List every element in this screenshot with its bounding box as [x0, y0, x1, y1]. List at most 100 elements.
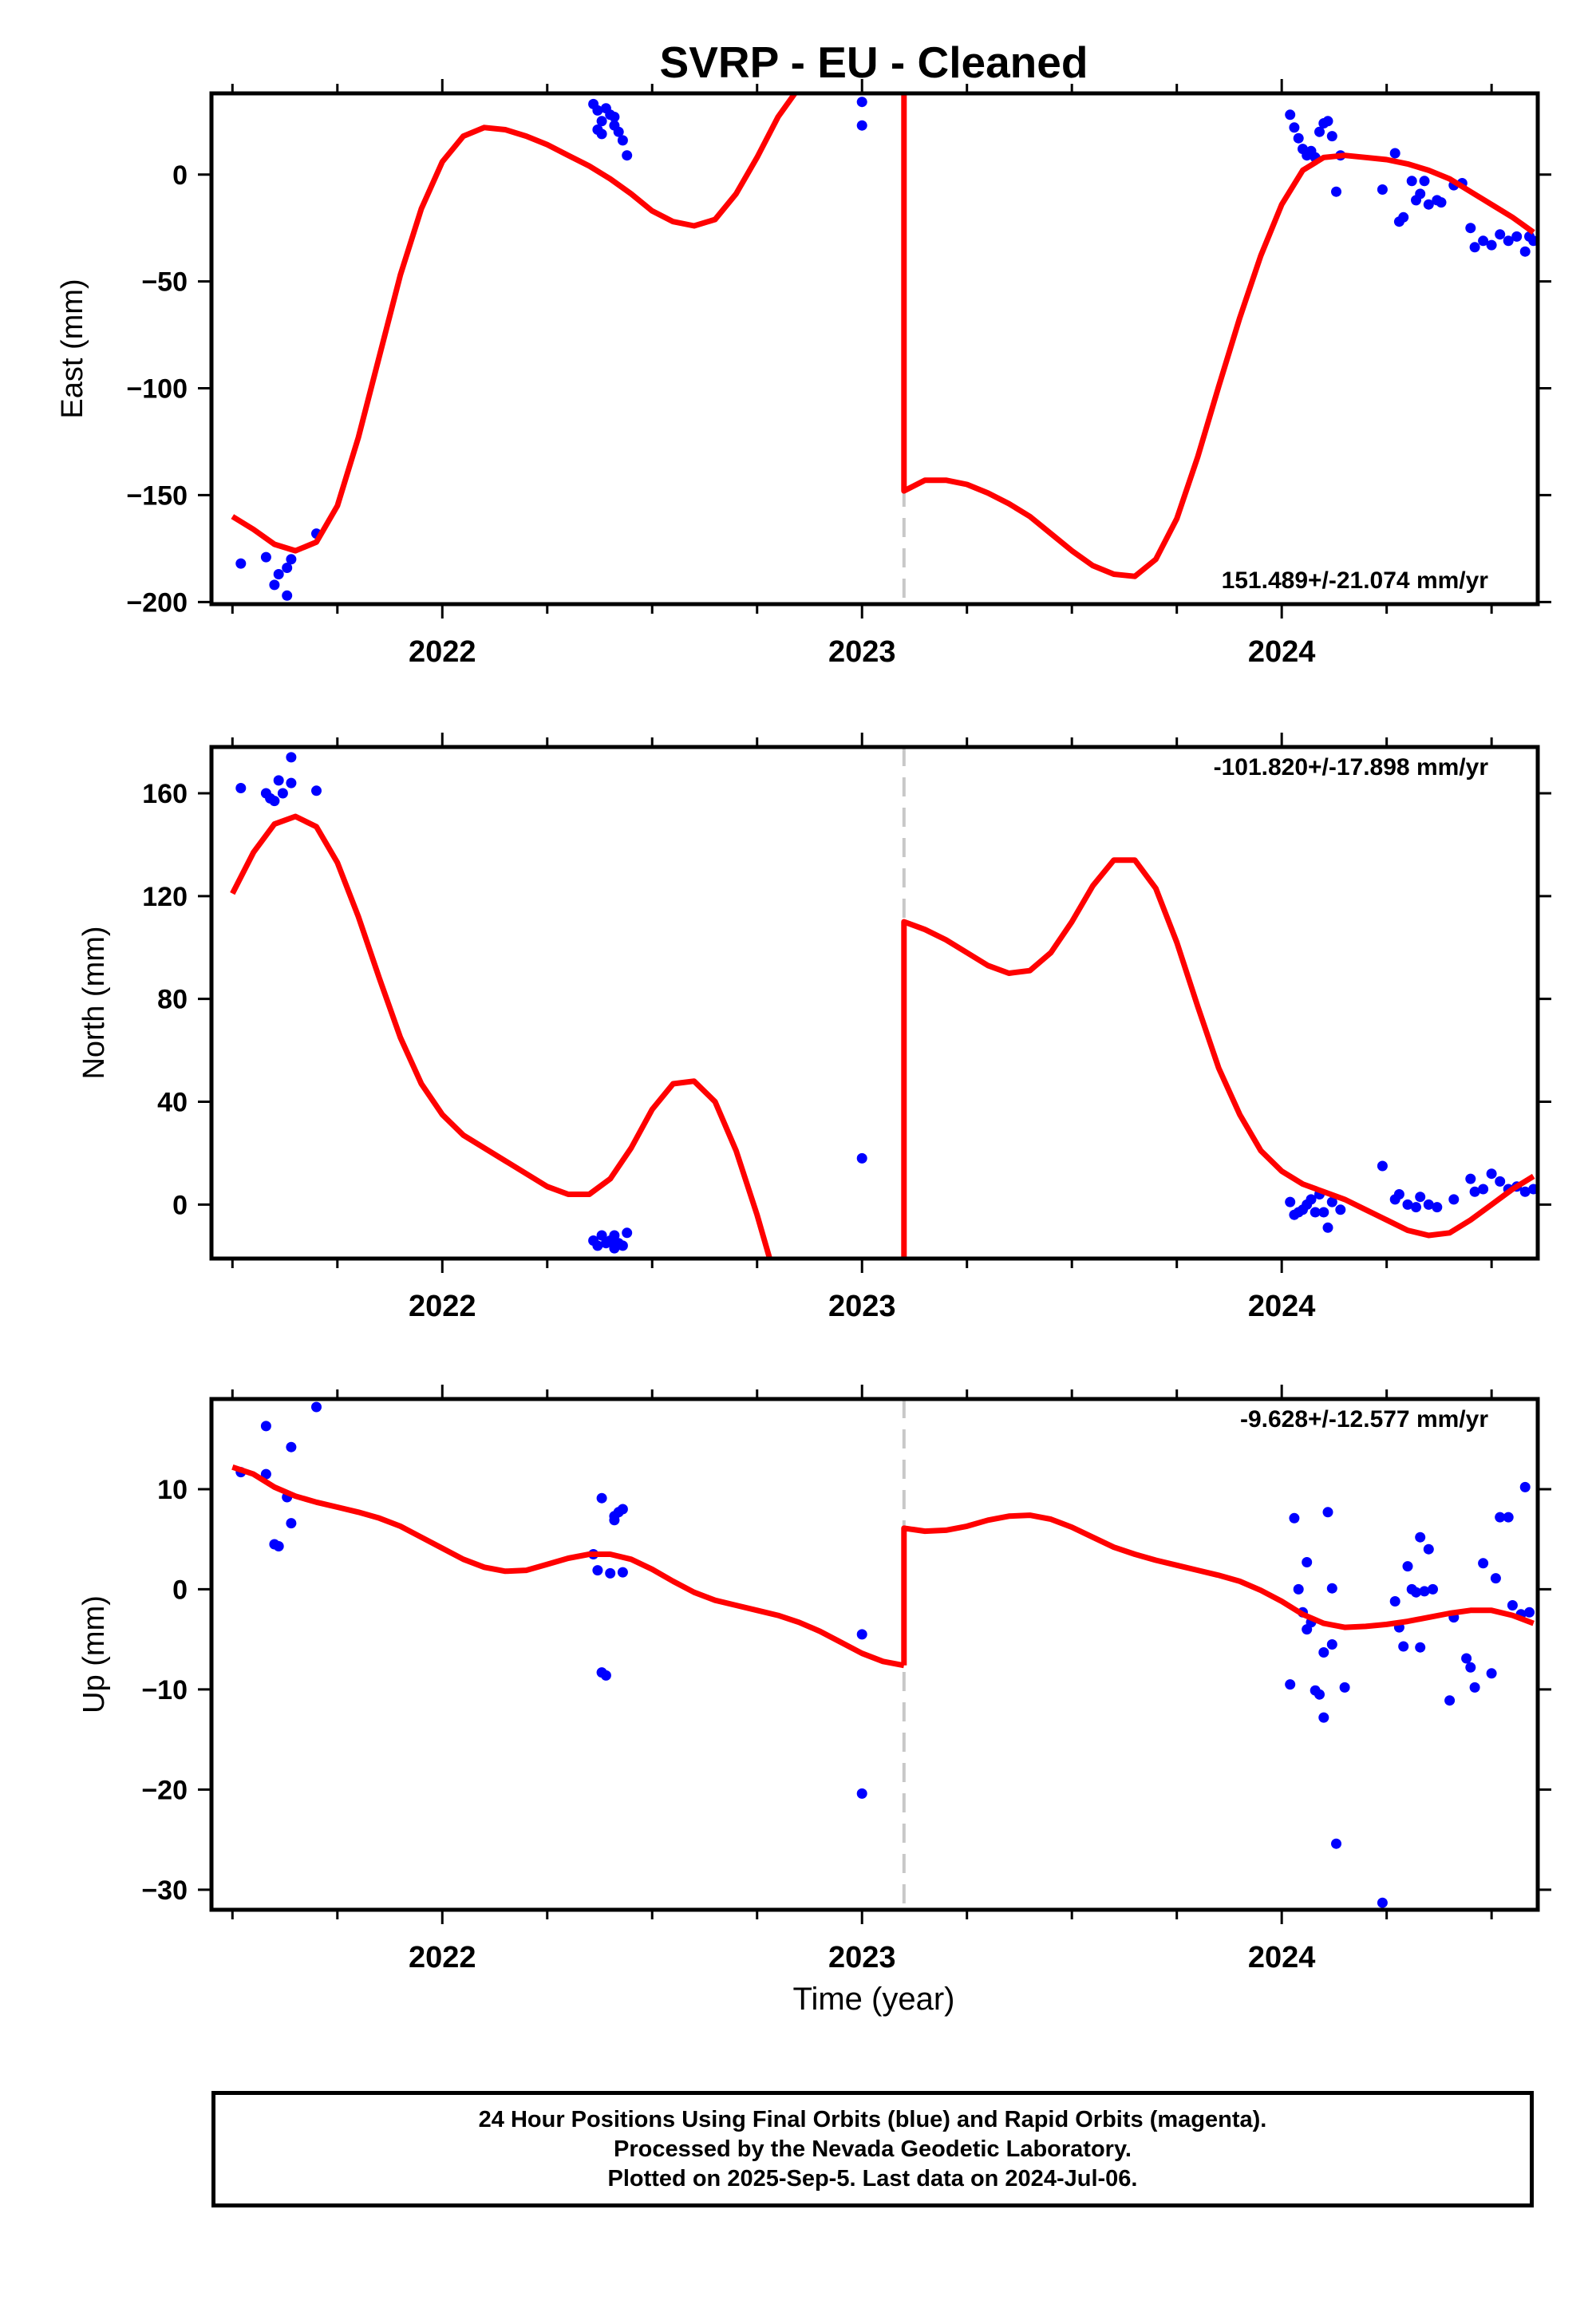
data-point — [1389, 148, 1400, 159]
data-point — [1285, 1679, 1296, 1690]
data-point — [609, 112, 620, 122]
data-point — [1511, 231, 1523, 242]
data-point — [1339, 1682, 1350, 1693]
data-point — [235, 558, 247, 569]
data-point — [1318, 1647, 1329, 1658]
data-points — [235, 1401, 1535, 1908]
data-point — [596, 1230, 607, 1241]
data-point — [1326, 1639, 1337, 1650]
data-point — [1469, 242, 1480, 253]
data-point — [311, 1401, 322, 1413]
data-point — [856, 1629, 867, 1640]
data-point — [1326, 1583, 1337, 1594]
data-point — [596, 1492, 607, 1504]
data-point — [1411, 1587, 1421, 1598]
data-point — [286, 1518, 297, 1529]
data-point — [609, 1230, 620, 1241]
up-panel: −30 −20 −10 0 10 2022 2023 2024 Up (mm) -9.628+/-… — [77, 1385, 1551, 1974]
data-point — [286, 752, 297, 763]
data-points — [235, 752, 1538, 1254]
data-points — [235, 97, 1538, 601]
data-point — [1478, 1558, 1489, 1569]
y-axis-label: East (mm) — [56, 279, 89, 418]
data-point — [617, 135, 628, 146]
data-point — [1293, 1583, 1304, 1595]
y-tick-label: 0 — [172, 160, 188, 191]
data-point — [1415, 188, 1426, 200]
data-point — [1377, 184, 1388, 195]
x-tick-label: 2022 — [409, 1941, 476, 1974]
x-tick-label: 2022 — [409, 1290, 476, 1323]
data-point — [1285, 1196, 1296, 1207]
data-point — [1519, 246, 1531, 257]
data-point — [1377, 1897, 1388, 1908]
data-point — [273, 569, 284, 579]
data-point — [277, 788, 288, 799]
data-point — [622, 1227, 633, 1239]
fit-curves — [231, 1464, 1535, 1669]
data-point — [1326, 131, 1337, 142]
data-point — [596, 128, 607, 140]
data-point — [1465, 1173, 1476, 1184]
data-point — [1486, 1668, 1497, 1679]
plot-frame — [209, 745, 1540, 1261]
data-point — [1519, 1481, 1531, 1492]
x-tick-label: 2023 — [828, 1290, 896, 1323]
fit-curve — [230, 813, 772, 1259]
data-point — [1389, 1596, 1400, 1607]
data-point — [1495, 1512, 1506, 1523]
data-point — [1478, 235, 1489, 247]
data-point — [1402, 1561, 1413, 1572]
data-point — [273, 1541, 284, 1551]
data-point — [1289, 1512, 1300, 1524]
data-point — [592, 105, 603, 116]
data-point — [613, 126, 624, 137]
data-point — [1423, 199, 1434, 210]
data-point — [260, 1421, 271, 1432]
data-point — [1423, 1543, 1434, 1555]
data-point — [1302, 1557, 1313, 1567]
y-tick-label: −150 — [126, 480, 188, 511]
data-point — [1507, 1600, 1518, 1611]
fit-curves — [230, 813, 1535, 1259]
data-point — [605, 1567, 616, 1579]
data-point — [1503, 1512, 1514, 1523]
data-point — [286, 554, 297, 565]
data-point — [282, 563, 293, 573]
y-tick-label: 160 — [142, 779, 188, 809]
y-tick-label: 120 — [142, 882, 188, 912]
y-tick-label: 40 — [157, 1088, 188, 1118]
data-point — [600, 1670, 611, 1681]
y-tick-label: 0 — [172, 1190, 188, 1220]
data-point — [1318, 1207, 1329, 1218]
data-point — [286, 1441, 297, 1452]
data-point — [273, 775, 284, 786]
x-tick-label: 2024 — [1248, 635, 1316, 669]
data-point — [856, 120, 867, 131]
data-point — [1314, 1689, 1325, 1700]
footer-caption: 24 Hour Positions Using Final Orbits (bl… — [211, 2091, 1534, 2207]
x-axis-label: Time (year) — [793, 1982, 955, 2017]
data-point — [1415, 1531, 1426, 1543]
data-point — [1322, 1222, 1333, 1233]
fit-curve — [901, 93, 1535, 579]
data-point — [1285, 109, 1296, 121]
y-axis-label: North (mm) — [77, 926, 111, 1079]
rate-label: 151.489+/-21.074 mm/yr — [1222, 567, 1489, 594]
chart-title: SVRP - EU - Cleaned — [660, 38, 1088, 87]
data-point — [1486, 239, 1497, 251]
data-point — [856, 1788, 867, 1799]
y-tick-label: 10 — [157, 1475, 188, 1505]
y-axis-label: Up (mm) — [77, 1595, 111, 1713]
data-point — [1331, 186, 1341, 197]
data-point — [1436, 197, 1447, 208]
footer-line-3: Plotted on 2025-Sep-5. Last data on 2024… — [607, 2165, 1138, 2192]
data-point — [1419, 1586, 1430, 1597]
data-point — [1428, 1583, 1438, 1595]
data-point — [1402, 1199, 1413, 1210]
data-point — [617, 1567, 628, 1578]
data-point — [609, 1515, 620, 1526]
y-tick-label: −100 — [126, 374, 188, 405]
fit-curve — [231, 1464, 905, 1669]
